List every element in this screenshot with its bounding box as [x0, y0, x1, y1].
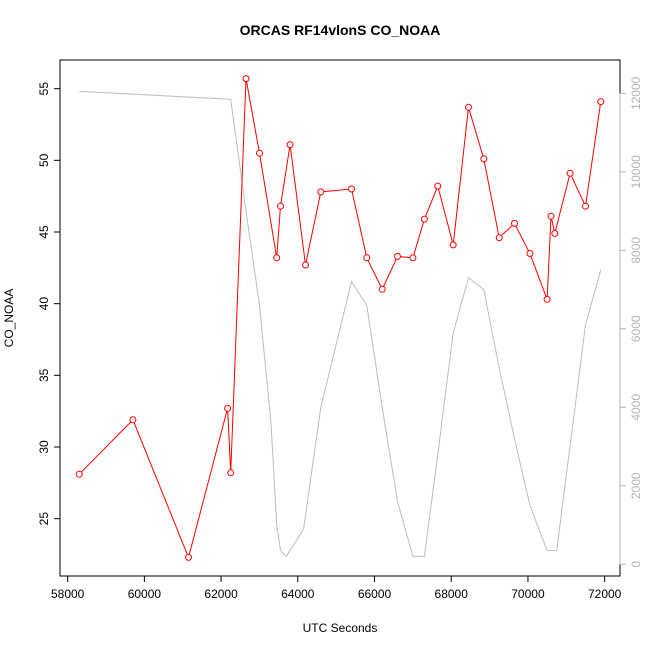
y-tick-label: 25 — [37, 512, 51, 526]
x-tick-label: 60000 — [128, 587, 162, 601]
y2-tick-label: 2000 — [629, 472, 643, 499]
co-data-point — [348, 185, 355, 193]
co-data-point — [185, 553, 192, 561]
co-data-point — [420, 215, 428, 223]
co-data-point — [543, 295, 551, 303]
y-axis: 25 30 35 40 45 50 55 — [37, 82, 61, 526]
y-tick-label: 50 — [37, 153, 51, 167]
y2-tick-label: 12000 — [629, 76, 643, 110]
x-axis: 58000 60000 62000 64000 66000 68000 70000 72000 — [51, 575, 622, 601]
co-data-point — [582, 202, 589, 210]
y2-tick-label: 4000 — [629, 394, 643, 421]
co-data-point — [495, 234, 503, 242]
co-data-point — [409, 254, 417, 262]
chart-title: ORCAS RF14vlonS CO_NOAA — [240, 22, 441, 38]
co-data-point — [256, 149, 263, 157]
y2-tick-label: 8000 — [629, 237, 643, 264]
co-data-point — [129, 416, 137, 424]
co-data-point — [547, 212, 555, 220]
y2-tick-label: 6000 — [629, 315, 643, 342]
series-co-line — [78, 78, 602, 559]
x-tick-label: 66000 — [358, 587, 392, 601]
co-data-point — [597, 98, 605, 106]
co-data-point — [75, 470, 83, 478]
x-axis-label: UTC Seconds — [303, 621, 378, 635]
x-tick-label: 72000 — [588, 587, 622, 601]
y-tick-label: 30 — [37, 440, 51, 454]
y-tick-label: 55 — [37, 82, 51, 96]
y-axis-label: CO_NOAA — [2, 289, 16, 348]
x-tick-label: 64000 — [281, 587, 315, 601]
co-data-point — [317, 188, 325, 196]
co-data-point — [480, 155, 488, 163]
series-altitude-line — [79, 90, 602, 558]
x-tick-label: 70000 — [511, 587, 545, 601]
co-data-point — [551, 229, 559, 237]
y2-tick-label: 10000 — [629, 155, 643, 189]
co-data-point — [526, 250, 534, 257]
co-data-point — [224, 404, 232, 412]
co-data-point — [566, 169, 574, 177]
co-data-point — [273, 254, 281, 262]
co-data-point — [511, 219, 518, 227]
y-tick-label: 35 — [37, 368, 51, 382]
y2-tick-label: 0 — [629, 561, 643, 568]
y-tick-label: 45 — [37, 225, 51, 239]
co-data-point — [465, 103, 472, 111]
co-data-point — [302, 261, 309, 269]
co-data-point — [378, 285, 386, 293]
co-data-point — [277, 202, 284, 210]
co-data-point — [363, 254, 371, 262]
co-data-point — [449, 241, 457, 249]
co-data-point — [286, 141, 294, 149]
co-data-point — [394, 252, 401, 260]
co-data-point — [434, 182, 442, 190]
y2-axis: 0 2000 4000 6000 8000 10000 12000 — [619, 76, 643, 568]
plot-frame — [59, 59, 621, 577]
x-tick-label: 58000 — [51, 587, 85, 601]
y-tick-label: 40 — [37, 297, 51, 311]
co-data-point — [242, 75, 250, 83]
x-tick-label: 62000 — [204, 587, 238, 601]
x-tick-label: 68000 — [435, 587, 469, 601]
series-layer — [75, 75, 605, 561]
co-data-point — [227, 469, 235, 477]
